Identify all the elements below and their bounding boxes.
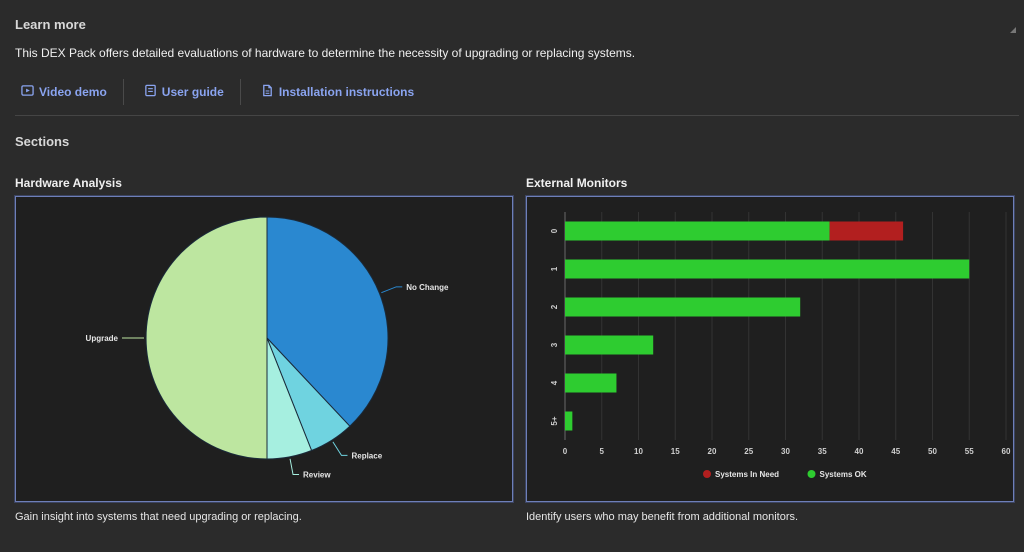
x-tick-label: 30 (781, 447, 790, 456)
y-tick-label: 5+ (550, 416, 559, 425)
bar-systems-ok-5[interactable] (565, 411, 573, 431)
book-icon (144, 84, 157, 100)
video-icon (21, 84, 34, 100)
x-tick-label: 45 (891, 447, 900, 456)
divider (15, 115, 1019, 116)
pie-label-line-no-change (381, 286, 403, 294)
pie-slice-upgrade[interactable] (145, 216, 268, 460)
x-tick-label: 15 (671, 447, 680, 456)
user-guide-link[interactable]: User guide (122, 79, 240, 105)
learn-more-title: Learn more (15, 17, 86, 32)
pie-slice-no-change[interactable] (266, 216, 389, 427)
external-monitors-bar-chart: 0 5 10 15 20 25 30 35 40 45 50 55 60 0 1 2 3 4 5+ Systems I… (550, 212, 1011, 479)
x-tick-label: 5 (600, 447, 605, 456)
x-tick-label: 40 (855, 447, 864, 456)
pie-label-replace: Replace (351, 451, 382, 460)
y-tick-label: 3 (550, 342, 559, 347)
bar-systems-ok-3[interactable] (565, 335, 654, 355)
y-tick-label: 4 (550, 380, 559, 385)
bar-systems-ok-2[interactable] (565, 297, 801, 317)
y-tick-label: 1 (550, 266, 559, 271)
x-tick-label: 55 (965, 447, 974, 456)
x-tick-label: 35 (818, 447, 827, 456)
sections-title: Sections (15, 134, 70, 149)
hardware-analysis-title: Hardware Analysis (15, 176, 122, 190)
bar-systems-ok-4[interactable] (565, 373, 617, 393)
pie-label-review: Review (303, 471, 331, 480)
user-guide-label: User guide (161, 85, 224, 99)
x-tick-label: 25 (744, 447, 753, 456)
x-tick-label: 20 (708, 447, 717, 456)
x-tick-label: 10 (634, 447, 643, 456)
x-tick-label: 0 (563, 447, 568, 456)
legend-swatch-systems-in-need[interactable] (703, 470, 711, 478)
video-demo-label: Video demo (39, 85, 107, 99)
video-demo-link[interactable]: Video demo (15, 79, 123, 105)
external-monitors-panel[interactable]: 0 5 10 15 20 25 30 35 40 45 50 55 60 0 1 2 3 4 5+ Systems I… (525, 195, 1015, 503)
external-monitors-title: External Monitors (526, 176, 628, 190)
hardware-analysis-pie-chart: No Change Replace Review Upgrade (86, 216, 449, 480)
learn-more-links: Video demo User guide Installation instr… (15, 79, 430, 105)
document-icon (261, 84, 274, 100)
pie-label-upgrade: Upgrade (86, 334, 119, 343)
x-tick-label: 60 (1002, 447, 1011, 456)
installation-instructions-link[interactable]: Installation instructions (239, 79, 430, 105)
pie-label-line-review (289, 458, 300, 476)
legend-label-systems-in-need[interactable]: Systems In Need (715, 470, 779, 479)
resize-handle[interactable] (1010, 27, 1016, 33)
external-monitors-description: Identify users who may benefit from addi… (526, 511, 799, 523)
y-tick-label: 0 (550, 228, 559, 233)
bar-systems-ok-1[interactable] (565, 259, 970, 279)
hardware-analysis-panel[interactable]: No Change Replace Review Upgrade (14, 195, 514, 503)
y-tick-label: 2 (550, 304, 559, 309)
pie-label-no-change: No Change (406, 283, 449, 292)
bar-systems-ok-0[interactable] (565, 221, 830, 241)
pie-label-line-replace (332, 441, 348, 456)
hardware-analysis-description: Gain insight into systems that need upgr… (15, 511, 302, 523)
learn-more-description: This DEX Pack offers detailed evaluation… (15, 46, 636, 60)
installation-instructions-label: Installation instructions (278, 85, 415, 99)
x-tick-label: 50 (928, 447, 937, 456)
legend-label-systems-ok[interactable]: Systems OK (820, 470, 867, 479)
legend-swatch-systems-ok[interactable] (807, 470, 816, 478)
bar-systems-in-need-0[interactable] (829, 221, 904, 241)
